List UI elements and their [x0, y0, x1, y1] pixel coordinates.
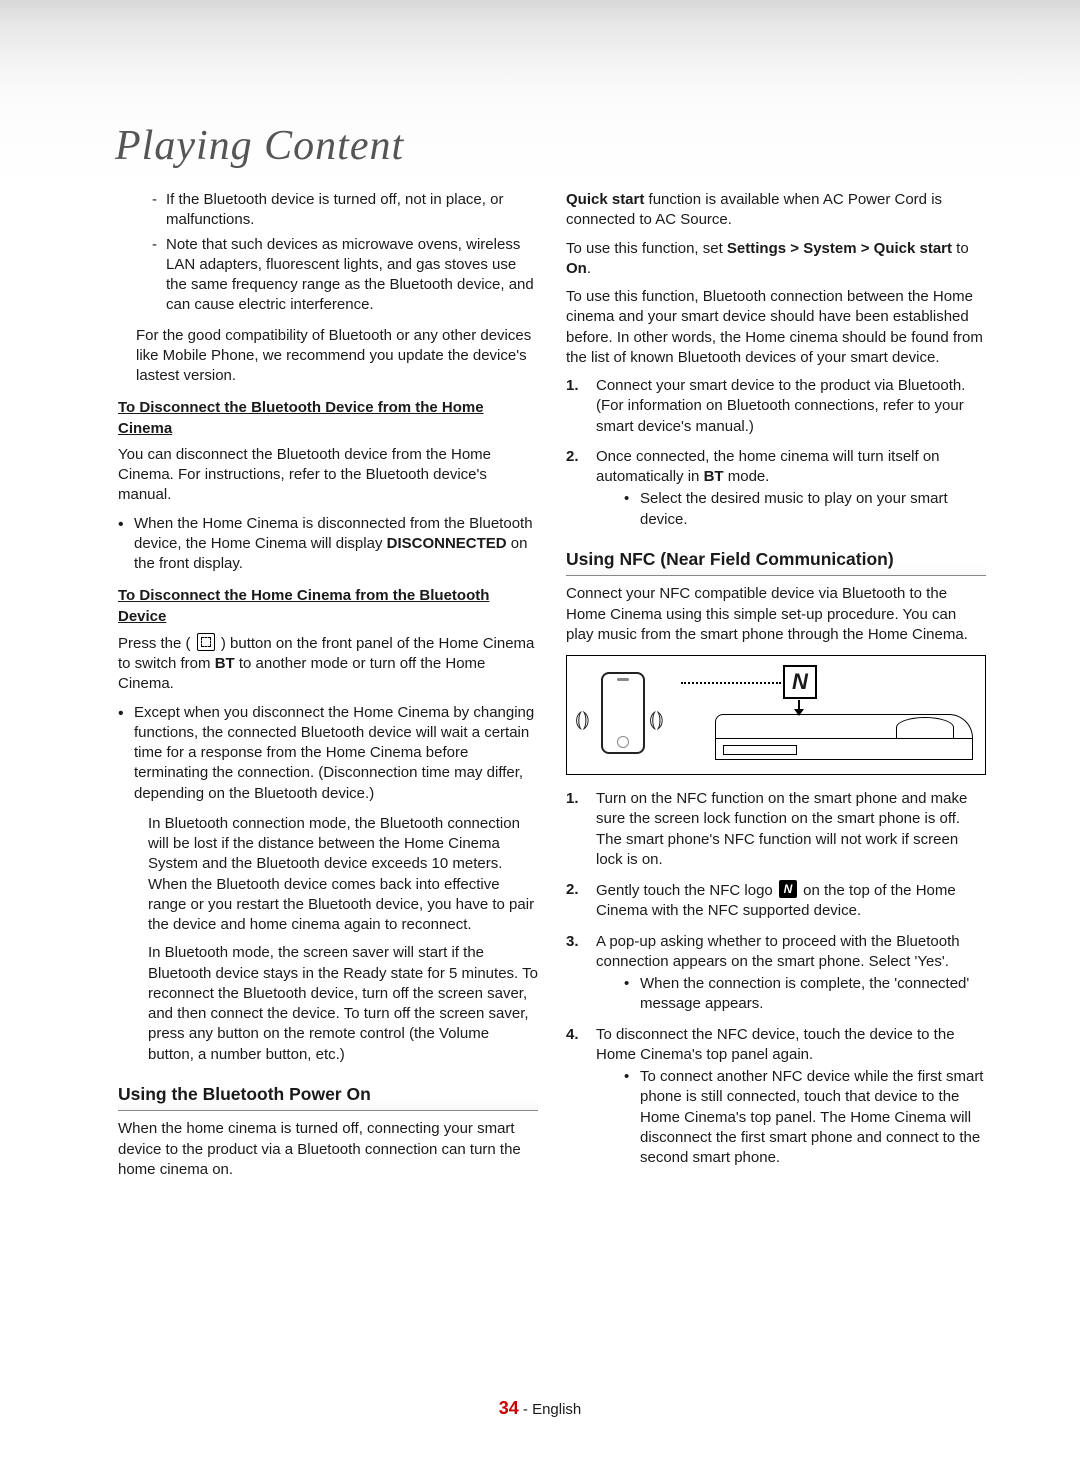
body-text: Press the ( ) button on the front panel … [118, 633, 538, 695]
h3-heading: Using NFC (Near Field Communication) [566, 548, 986, 577]
header-band: Playing Content [0, 0, 1080, 182]
footer-sep: - [523, 1401, 532, 1418]
down-arrow-icon [798, 700, 800, 714]
right-column: Quick start function is available when A… [566, 190, 986, 1188]
signal-waves-icon: ⦅⦆ [649, 704, 664, 734]
text: To disconnect the NFC device, touch the … [596, 1026, 955, 1063]
signal-waves-icon: ⦅⦆ [575, 704, 590, 734]
text: to [952, 240, 969, 257]
body-text: To use this function, Bluetooth connecti… [566, 287, 986, 368]
text: mode. [724, 468, 770, 485]
h3-heading: Using the Bluetooth Power On [118, 1083, 538, 1112]
home-cinema-icon [715, 714, 973, 760]
nfc-logo-icon [779, 880, 797, 898]
source-button-icon [197, 633, 215, 651]
list-item: Once connected, the home cinema will tur… [566, 447, 986, 530]
ordered-list: Turn on the NFC function on the smart ph… [566, 789, 986, 1168]
sub-list: Select the desired music to play on your… [596, 489, 986, 530]
bullet-list: Except when you disconnect the Home Cine… [118, 703, 538, 804]
body-text: You can disconnect the Bluetooth device … [118, 445, 538, 506]
dotted-line [681, 682, 781, 684]
text: Gently touch the NFC logo [596, 882, 777, 899]
list-item: Connect your smart device to the product… [566, 376, 986, 437]
text: Press the ( [118, 635, 195, 652]
list-item: Select the desired music to play on your… [624, 489, 986, 530]
body-text: Quick start function is available when A… [566, 190, 986, 231]
subheading: To Disconnect the Bluetooth Device from … [118, 398, 538, 439]
subheading: To Disconnect the Home Cinema from the B… [118, 586, 538, 627]
bold-text: BT [704, 468, 724, 485]
list-item: To connect another NFC device while the … [624, 1067, 986, 1168]
sub-list: To connect another NFC device while the … [596, 1067, 986, 1168]
ordered-list: Connect your smart device to the product… [566, 376, 986, 530]
dash-list: If the Bluetooth device is turned off, n… [118, 190, 538, 316]
list-item: If the Bluetooth device is turned off, n… [152, 190, 538, 231]
list-item: When the Home Cinema is disconnected fro… [118, 514, 538, 575]
bold-text: Quick start [566, 191, 644, 208]
body-text: Connect your NFC compatible device via B… [566, 584, 986, 645]
section-title: Playing Content [115, 122, 404, 170]
sub-list: When the connection is complete, the 'co… [596, 974, 986, 1015]
list-item: When the connection is complete, the 'co… [624, 974, 986, 1015]
list-item: Turn on the NFC function on the smart ph… [566, 789, 986, 870]
list-item: A pop-up asking whether to proceed with … [566, 932, 986, 1015]
nfc-logo-icon: N [783, 665, 817, 699]
list-item: Gently touch the NFC logo on the top of … [566, 880, 986, 922]
text: To use this function, set [566, 240, 727, 257]
page-number: 34 [499, 1398, 519, 1418]
left-column: If the Bluetooth device is turned off, n… [118, 190, 538, 1188]
page-footer: 34 - English [0, 1398, 1080, 1419]
footer-language: English [532, 1401, 581, 1418]
bold-text: DISCONNECTED [387, 535, 507, 552]
body-text: When the home cinema is turned off, conn… [118, 1119, 538, 1180]
list-item: Note that such devices as microwave oven… [152, 235, 538, 316]
text: A pop-up asking whether to proceed with … [596, 933, 960, 970]
indented-note: In Bluetooth mode, the screen saver will… [118, 943, 538, 1065]
content-columns: If the Bluetooth device is turned off, n… [0, 182, 1080, 1188]
list-item: To disconnect the NFC device, touch the … [566, 1025, 986, 1169]
bullet-list: When the Home Cinema is disconnected fro… [118, 514, 538, 575]
smartphone-icon [601, 672, 645, 754]
body-text: For the good compatibility of Bluetooth … [118, 326, 538, 387]
bold-text: On [566, 260, 587, 277]
body-text: To use this function, set Settings > Sys… [566, 239, 986, 280]
bold-text: Settings > System > Quick start [727, 240, 952, 257]
list-item: Except when you disconnect the Home Cine… [118, 703, 538, 804]
manual-page: Playing Content If the Bluetooth device … [0, 0, 1080, 1479]
indented-note: In Bluetooth connection mode, the Blueto… [118, 814, 538, 936]
bold-text: BT [215, 655, 235, 672]
nfc-diagram: ⦅⦆ ⦅⦆ N [566, 655, 986, 775]
text: . [587, 260, 591, 277]
